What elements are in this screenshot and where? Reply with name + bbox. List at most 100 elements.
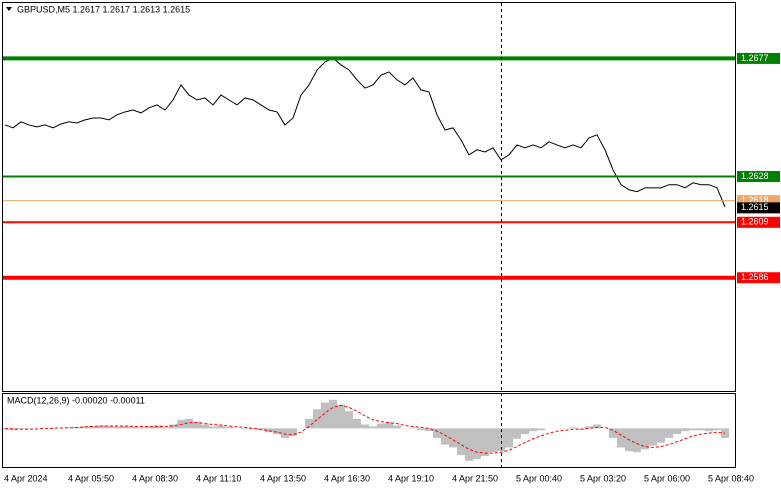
macd-bar (89, 425, 97, 429)
macd-bar (369, 426, 377, 429)
level-label-box (737, 216, 780, 228)
x-tick-label: 5 Apr 03:20 (580, 473, 626, 483)
symbol-menu-icon[interactable] (6, 7, 12, 11)
x-tick-label: 4 Apr 16:30 (324, 473, 370, 483)
macd-bar (65, 427, 73, 429)
macd-bar (433, 428, 441, 438)
macd-bar (441, 428, 449, 445)
macd-bar (585, 426, 593, 429)
macd-bar (361, 424, 369, 429)
x-tick-label: 5 Apr 00:40 (516, 473, 562, 483)
macd-bar (617, 428, 625, 448)
macd-bar (393, 425, 401, 429)
x-tick-label: 4 Apr 11:10 (196, 473, 241, 483)
macd-bar (241, 428, 249, 430)
macd-bar (353, 418, 361, 429)
macd-bar (289, 428, 297, 436)
macd-bar (249, 428, 257, 430)
macd-bar (465, 428, 473, 461)
level-label: 1.2628 (741, 171, 769, 181)
macd-bar (673, 428, 681, 435)
macd-title: MACD(12,26,9) -0.00020 -0.00011 (7, 395, 145, 405)
macd-bar (193, 421, 201, 429)
macd-bar (161, 427, 169, 429)
macd-bar (505, 428, 513, 448)
x-tick-label: 4 Apr 05:50 (68, 473, 114, 483)
macd-bar (329, 399, 337, 429)
macd-bar (681, 428, 689, 432)
x-tick-label: 5 Apr 08:40 (708, 473, 754, 483)
macd-bar (697, 428, 705, 431)
price-panel-frame (2, 2, 736, 392)
level-label: 1.2677 (741, 53, 769, 63)
macd-panel-frame (2, 393, 736, 468)
level-label-box (737, 202, 780, 214)
macd-bar (641, 428, 649, 450)
macd-bar (321, 402, 329, 429)
macd-bar (457, 428, 465, 456)
macd-bar (169, 424, 177, 429)
macd-bar (201, 424, 209, 429)
x-tick-label: 4 Apr 19:10 (388, 473, 434, 483)
macd-bar (273, 428, 281, 435)
x-tick-label: 4 Apr 2024 (4, 473, 48, 483)
macd-bar (425, 428, 433, 432)
macd-bar (609, 428, 617, 438)
macd-bar (137, 427, 145, 429)
macd-bar (713, 428, 721, 431)
macd-bar (145, 426, 153, 429)
x-tick-label: 5 Apr 06:00 (644, 473, 690, 483)
macd-bar (377, 423, 385, 429)
macd-bar (113, 426, 121, 429)
macd-bar (129, 426, 137, 429)
macd-bar (569, 427, 577, 429)
macd-bar (449, 428, 457, 448)
level-label-box (737, 195, 780, 207)
price-line (4, 57, 726, 208)
macd-bar (225, 426, 233, 429)
macd-bar (385, 422, 393, 429)
macd-bar (489, 428, 497, 453)
macd-bar (185, 418, 193, 429)
x-tick-label: 4 Apr 21:50 (452, 473, 498, 483)
macd-bar (473, 428, 481, 459)
level-label: 1.2609 (741, 217, 769, 227)
macd-bar (97, 425, 105, 429)
macd-bar (521, 428, 529, 435)
macd-bar (409, 427, 417, 429)
macd-bar (705, 428, 713, 432)
macd-bar (1, 428, 9, 430)
macd-bar (217, 425, 225, 429)
data-layer (1, 56, 735, 461)
x-tick-label: 4 Apr 13:50 (260, 473, 306, 483)
macd-bar (497, 428, 505, 452)
macd-bar (633, 428, 641, 453)
macd-bar (689, 428, 697, 431)
macd-bar (265, 428, 273, 433)
level-label: 1.2618 (741, 195, 769, 205)
level-label: 1.2615 (741, 202, 769, 212)
level-label: 1.2586 (741, 272, 769, 282)
chart-title: GBPUSD,M5 1.2617 1.2617 1.2613 1.2615 (17, 4, 190, 14)
x-tick-label: 4 Apr 08:30 (132, 473, 178, 483)
macd-bar (537, 428, 545, 431)
level-label-box (737, 272, 780, 284)
level-label-box (737, 171, 780, 183)
macd-bar (313, 409, 321, 429)
macd-bar (209, 426, 217, 429)
macd-bar (305, 418, 313, 429)
macd-bar (337, 404, 345, 429)
macd-bar (529, 428, 537, 432)
macd-bar (121, 425, 129, 429)
macd-bar (9, 428, 17, 431)
macd-bar (345, 411, 353, 429)
macd-bar (281, 428, 289, 438)
macd-bar (657, 428, 665, 443)
macd-bar (513, 428, 521, 439)
macd-bar (481, 428, 489, 457)
macd-bar (665, 428, 673, 438)
macd-bar (649, 428, 657, 446)
